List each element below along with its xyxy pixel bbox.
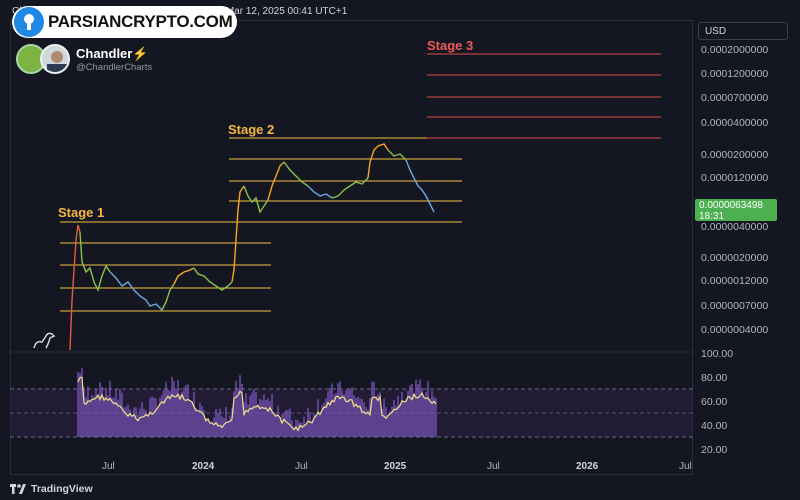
price-label: 0.0001200000 [701, 68, 769, 80]
rsi-label: 80.00 [701, 372, 728, 384]
time-label: Jul [102, 461, 115, 472]
stage3-levels[interactable] [427, 53, 661, 139]
price-label: 0.0000012000 [701, 275, 769, 287]
currency-selector[interactable]: USD [698, 22, 788, 40]
time-label: Jul [295, 461, 308, 472]
avatar [40, 44, 70, 74]
watermark: PARSIANCRYPTO.COM [12, 6, 237, 38]
price-label: 0.0000020000 [701, 252, 769, 264]
chart-pane[interactable] [10, 20, 693, 475]
price-label: 0.0000007000 [701, 300, 769, 312]
price-label: 0.0000700000 [701, 92, 769, 104]
current-price: 0.0000063498 [699, 200, 763, 211]
stage1-levels[interactable] [60, 221, 271, 312]
brain-icon [14, 7, 44, 37]
price-label: 0.0000040000 [701, 221, 769, 233]
dinosaur-icon [32, 330, 56, 355]
footer: TradingView [0, 478, 800, 500]
time-label: Jul [679, 461, 692, 472]
price-label: 0.0000004000 [701, 324, 769, 336]
price-label: 0.0000120000 [701, 172, 769, 184]
rsi-axis[interactable]: 100.00 80.00 60.00 40.00 20.00 [693, 345, 800, 465]
time-label: 2025 [384, 461, 407, 472]
stage2-label: Stage 2 [228, 122, 275, 137]
stage1-label: Stage 1 [58, 205, 105, 220]
price-label: 0.0000400000 [701, 117, 769, 129]
price-series [69, 143, 435, 351]
time-label: 2026 [576, 461, 599, 472]
rsi-label: 20.00 [701, 444, 728, 456]
watermark-text: PARSIANCRYPTO.COM [48, 12, 233, 31]
time-label: Jul [487, 461, 500, 472]
author-name: Chandler⚡ [76, 45, 149, 61]
current-price-tag: 0.0000063498 18:31 [695, 199, 777, 222]
rsi-label: 100.00 [701, 348, 734, 360]
price-label: 0.0000200000 [701, 149, 769, 161]
price-label: 0.0002000000 [701, 44, 769, 56]
author-block[interactable]: Chandler⚡ @ChandlerCharts [16, 44, 152, 74]
rsi-label: 40.00 [701, 420, 728, 432]
bar-countdown: 18:31 [699, 211, 725, 222]
stage3-label: Stage 3 [427, 38, 474, 53]
rsi-label: 60.00 [701, 396, 728, 408]
tradingview-icon [10, 484, 26, 494]
tradingview-logo[interactable]: TradingView [10, 483, 93, 495]
rsi-line [77, 376, 437, 432]
footer-brand: TradingView [31, 483, 93, 495]
time-label: 2024 [192, 461, 215, 472]
price-axis[interactable]: 0.0002000000 0.0001200000 0.0000700000 0… [693, 20, 800, 355]
stage2-levels[interactable] [229, 137, 462, 223]
author-handle: @ChandlerCharts [76, 61, 153, 73]
rsi-histogram [77, 368, 437, 437]
